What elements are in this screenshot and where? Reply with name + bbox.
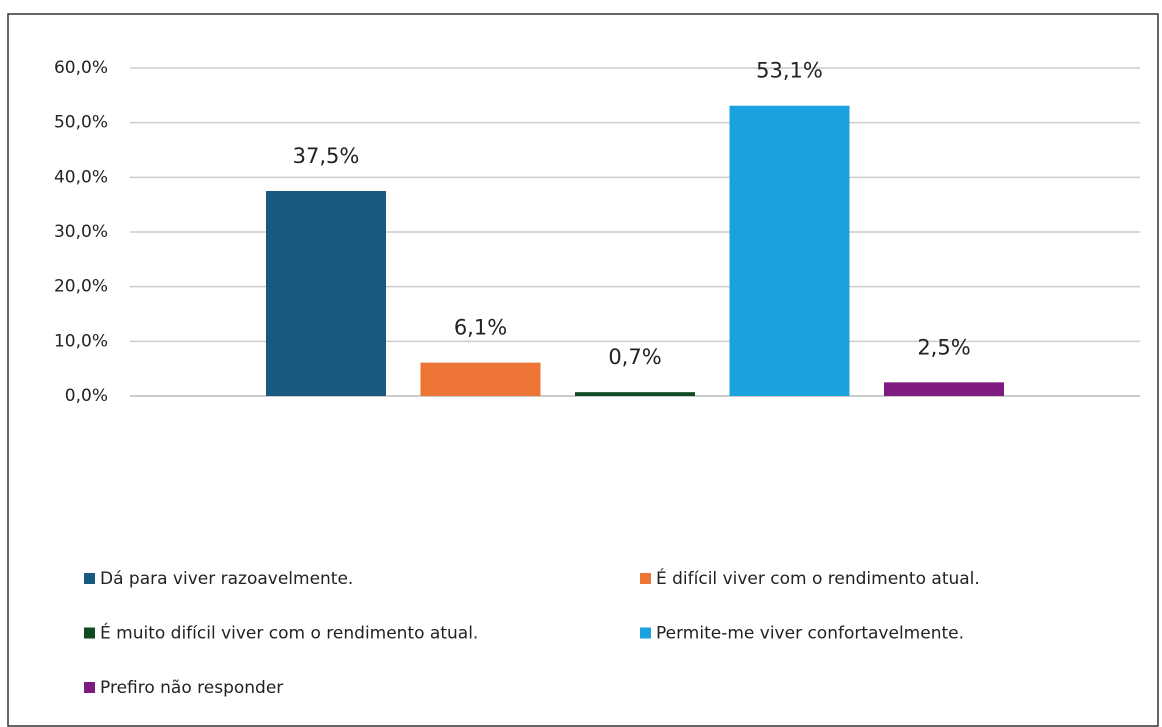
data-label: 2,5% — [917, 335, 970, 359]
y-tick-label: 50,0% — [54, 113, 108, 133]
bar — [420, 362, 541, 396]
data-label: 6,1% — [454, 316, 507, 340]
legend-swatch — [640, 573, 651, 584]
legend-swatch — [84, 627, 95, 639]
y-tick-label: 60,0% — [54, 58, 108, 78]
data-label: 37,5% — [293, 144, 360, 168]
legend-label: Permite-me viver confortavelmente. — [656, 624, 964, 644]
y-tick-label: 10,0% — [54, 331, 108, 351]
bar — [266, 191, 386, 396]
legend-label: É muito difícil viver com o rendimento a… — [100, 622, 478, 644]
bar — [575, 392, 695, 396]
legend-label: Prefiro não responder — [100, 678, 283, 698]
data-label: 0,7% — [608, 345, 661, 369]
y-tick-label: 40,0% — [54, 167, 108, 187]
legend-swatch — [84, 573, 95, 584]
y-tick-label: 30,0% — [54, 222, 108, 242]
data-label: 53,1% — [756, 59, 823, 83]
bar — [729, 105, 850, 396]
legend-swatch — [640, 627, 651, 639]
y-tick-label: 20,0% — [54, 277, 108, 297]
legend-swatch — [84, 682, 95, 693]
legend-label: É difícil viver com o rendimento atual. — [656, 567, 980, 589]
chart-border — [7, 13, 1159, 727]
legend-label: Dá para viver razoavelmente. — [100, 569, 353, 589]
bar — [884, 382, 1004, 396]
y-tick-label: 0,0% — [65, 386, 108, 406]
